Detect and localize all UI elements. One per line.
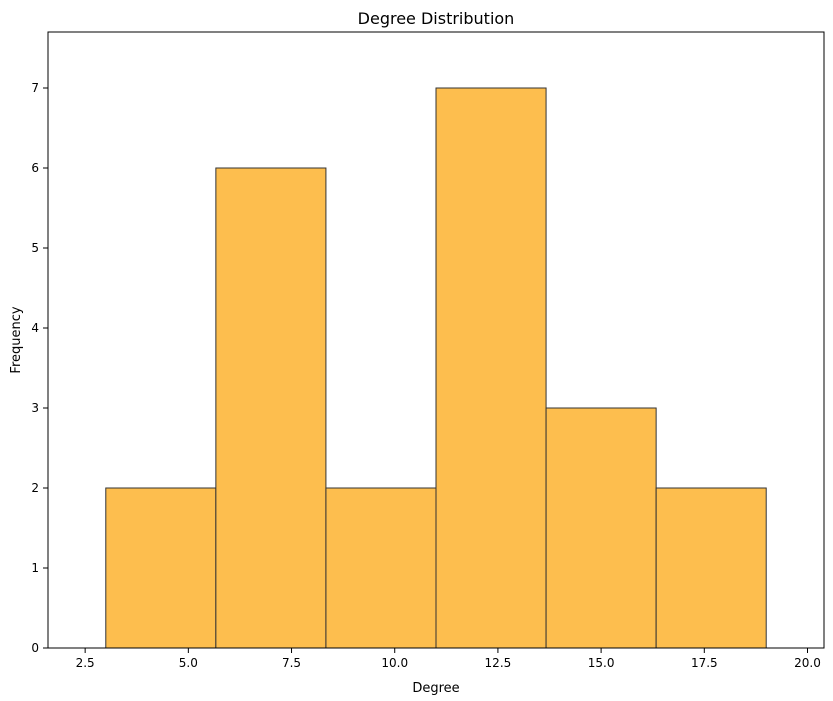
x-tick-label: 20.0 (794, 656, 821, 670)
histogram-bar-3 (325, 487, 437, 649)
y-tick-label: 1 (31, 561, 39, 575)
x-tick-label: 2.5 (76, 656, 95, 670)
x-tick-label: 10.0 (381, 656, 408, 670)
plot-frame (47, 31, 825, 649)
y-tick-label: 5 (31, 241, 39, 255)
x-tick-label: 5.0 (179, 656, 198, 670)
histogram-bar-6 (655, 487, 767, 649)
histogram-bar-1 (105, 487, 217, 649)
x-axis-label: Degree (412, 681, 459, 696)
x-tick-label: 12.5 (485, 656, 512, 670)
y-tick-label: 3 (31, 401, 39, 415)
y-ticks: 0 1 2 3 4 5 6 7 (31, 81, 48, 655)
y-tick-label: 2 (31, 481, 39, 495)
x-tick-label: 15.0 (588, 656, 615, 670)
y-tick-label: 6 (31, 161, 39, 175)
chart-title: Degree Distribution (358, 9, 515, 28)
y-axis-label: Frequency (9, 306, 24, 373)
histogram-bar-2 (215, 167, 327, 649)
x-tick-label: 7.5 (282, 656, 301, 670)
x-tick-label: 17.5 (691, 656, 718, 670)
histogram-bar-4 (435, 87, 547, 649)
histogram-bar-5 (545, 407, 657, 649)
y-tick-label: 7 (31, 81, 39, 95)
y-tick-label: 0 (31, 641, 39, 655)
x-ticks: 2.5 5.0 7.5 10.0 12.5 15.0 17.5 20.0 (76, 648, 821, 670)
y-tick-label: 4 (31, 321, 39, 335)
bars-layer (105, 87, 767, 649)
